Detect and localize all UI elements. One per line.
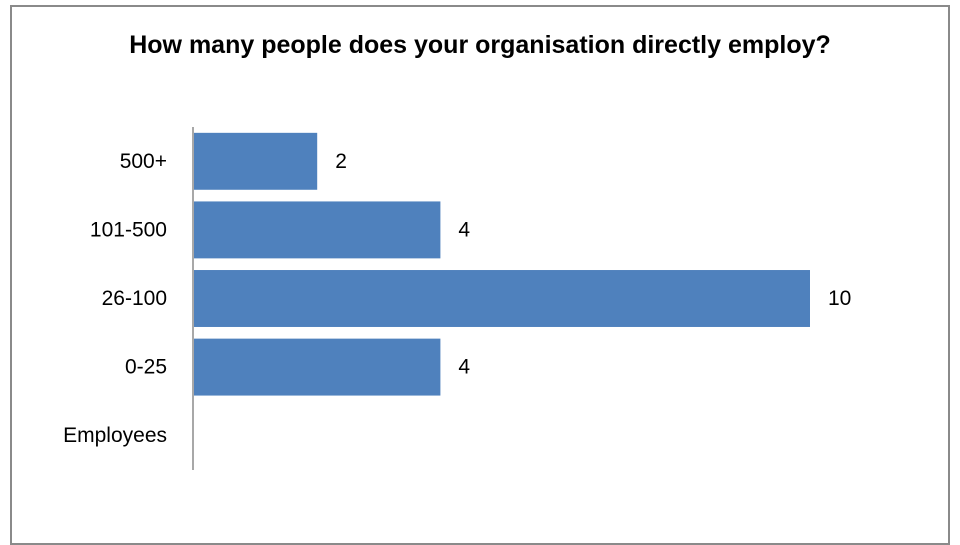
chart-title: How many people does your organisation d…: [129, 31, 831, 59]
category-label: 26-100: [102, 287, 167, 310]
bars-layer: [194, 132, 810, 396]
category-label: 101-500: [90, 218, 167, 241]
bar: [194, 270, 810, 327]
data-label: 2: [335, 150, 347, 173]
data-label: 4: [458, 356, 470, 379]
bar: [194, 201, 441, 259]
bar: [194, 338, 441, 396]
data-label: 4: [458, 218, 470, 241]
bar: [194, 132, 318, 190]
category-label: 500+: [120, 150, 167, 173]
category-label: Employees: [63, 424, 167, 447]
category-label: 0-25: [125, 356, 167, 379]
data-label: 10: [828, 287, 851, 310]
labels-layer: Employees 0-25 4 26-100 10 101-500 4 500+ 2: [63, 150, 851, 447]
